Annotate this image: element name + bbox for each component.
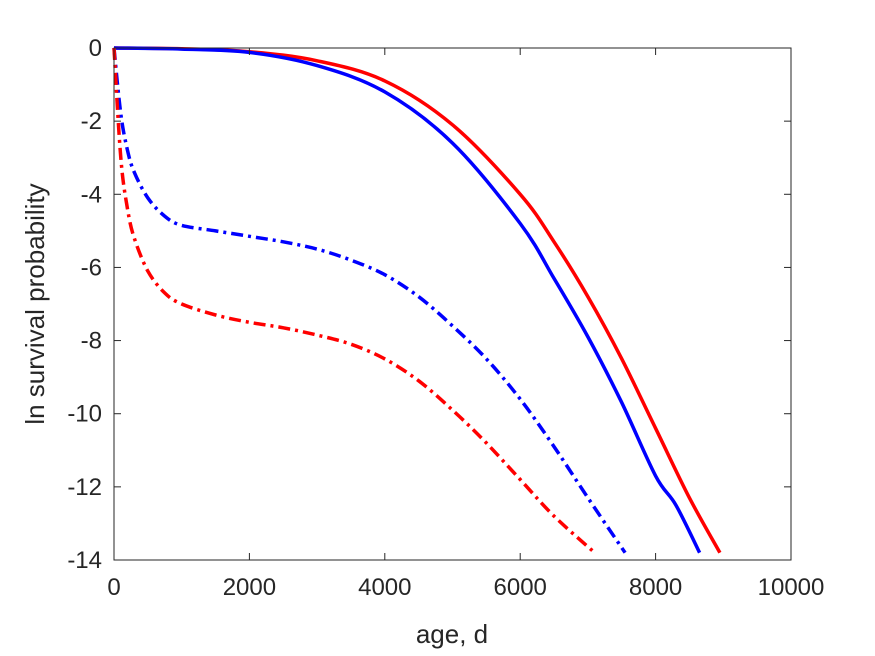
x-tick-label: 6000: [494, 574, 547, 601]
x-tick-label: 4000: [358, 574, 411, 601]
y-axis-label: ln survival probability: [20, 183, 50, 424]
x-tick-label: 8000: [629, 574, 682, 601]
y-tick-label: -2: [81, 108, 102, 135]
x-tick-label: 2000: [223, 574, 276, 601]
y-tick-label: -6: [81, 254, 102, 281]
y-tick-label: -14: [67, 547, 102, 574]
y-tick-label: -10: [67, 401, 102, 428]
y-tick-label: -8: [81, 328, 102, 355]
series-line-4: [112, 47, 596, 555]
x-tick-label: 10000: [758, 574, 825, 601]
plot-frame: [113, 47, 792, 561]
x-tick-label: 0: [107, 574, 120, 601]
y-tick-label: -4: [81, 181, 102, 208]
y-tick-label: 0: [89, 35, 102, 62]
y-tick-label: -12: [67, 474, 102, 501]
series-line-3: [112, 47, 627, 554]
x-axis-label: age, d: [416, 619, 488, 649]
